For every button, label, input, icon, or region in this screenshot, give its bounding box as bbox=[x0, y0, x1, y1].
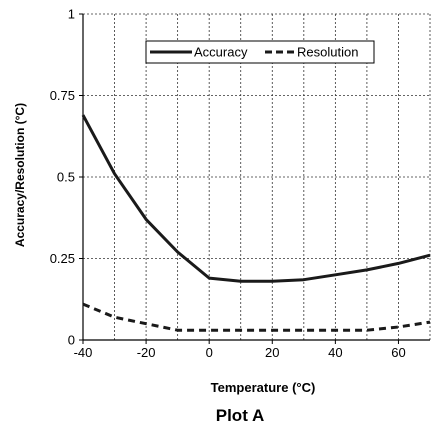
y-axis-label: Accuracy/Resolution (°C) bbox=[13, 103, 27, 247]
legend-label-resolution: Resolution bbox=[297, 45, 358, 60]
axes-layer: -40 -20 0 20 40 60 0 0.25 0.5 0.75 1 bbox=[50, 7, 430, 360]
x-axis-label: Temperature (°C) bbox=[211, 380, 316, 395]
y-tick-label: 0.25 bbox=[50, 251, 75, 266]
x-tick-label: 20 bbox=[265, 345, 279, 360]
y-tick-label: 0 bbox=[68, 333, 75, 348]
x-tick-label: -20 bbox=[137, 345, 156, 360]
series-line-resolution bbox=[82, 302, 431, 332]
legend: Accuracy Resolution bbox=[145, 40, 375, 64]
series-line-accuracy bbox=[81, 114, 431, 283]
x-tick-label: 0 bbox=[206, 345, 213, 360]
x-tick-label: -40 bbox=[74, 345, 93, 360]
x-tick-label: 60 bbox=[391, 345, 405, 360]
y-tick-label: 1 bbox=[68, 7, 75, 22]
legend-label-accuracy: Accuracy bbox=[194, 45, 248, 60]
legend-box bbox=[145, 40, 375, 64]
chart-title: Plot A bbox=[216, 406, 264, 425]
grid-layer bbox=[83, 13, 431, 340]
x-tick-label: 40 bbox=[328, 345, 342, 360]
y-tick-label: 0.75 bbox=[50, 88, 75, 103]
series-layer bbox=[81, 114, 431, 332]
y-tick-label: 0.5 bbox=[57, 170, 75, 185]
